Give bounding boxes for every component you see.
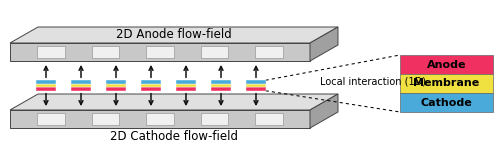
Polygon shape — [72, 80, 90, 84]
Polygon shape — [201, 46, 228, 58]
Text: Membrane: Membrane — [414, 78, 480, 88]
Polygon shape — [10, 27, 338, 43]
Polygon shape — [106, 84, 126, 87]
Polygon shape — [246, 84, 266, 87]
Polygon shape — [212, 84, 231, 87]
Polygon shape — [142, 80, 161, 84]
Polygon shape — [10, 110, 310, 128]
Polygon shape — [146, 46, 174, 58]
Polygon shape — [72, 84, 90, 87]
Polygon shape — [92, 113, 119, 125]
Polygon shape — [38, 46, 64, 58]
Polygon shape — [142, 84, 161, 87]
Polygon shape — [176, 87, 196, 91]
Polygon shape — [92, 46, 119, 58]
Polygon shape — [256, 113, 282, 125]
Polygon shape — [400, 74, 493, 93]
Polygon shape — [36, 80, 56, 84]
Polygon shape — [176, 84, 196, 87]
Polygon shape — [400, 55, 493, 74]
Polygon shape — [212, 80, 231, 84]
Polygon shape — [246, 87, 266, 91]
Polygon shape — [142, 87, 161, 91]
Polygon shape — [72, 87, 90, 91]
Polygon shape — [106, 87, 126, 91]
Text: Anode: Anode — [427, 59, 466, 70]
Polygon shape — [310, 94, 338, 128]
Polygon shape — [36, 84, 56, 87]
Polygon shape — [400, 93, 493, 112]
Text: Cathode: Cathode — [420, 98, 472, 107]
Text: Local interaction (1D): Local interaction (1D) — [320, 76, 426, 86]
Polygon shape — [176, 80, 196, 84]
Polygon shape — [256, 46, 282, 58]
Polygon shape — [10, 94, 338, 110]
Text: 2D Anode flow-field: 2D Anode flow-field — [116, 28, 232, 41]
Polygon shape — [246, 80, 266, 84]
Polygon shape — [201, 113, 228, 125]
Polygon shape — [36, 87, 56, 91]
Polygon shape — [212, 87, 231, 91]
Polygon shape — [146, 113, 174, 125]
Polygon shape — [38, 113, 64, 125]
Text: 2D Cathode flow-field: 2D Cathode flow-field — [110, 131, 238, 144]
Polygon shape — [106, 80, 126, 84]
Polygon shape — [310, 27, 338, 61]
Polygon shape — [10, 43, 310, 61]
